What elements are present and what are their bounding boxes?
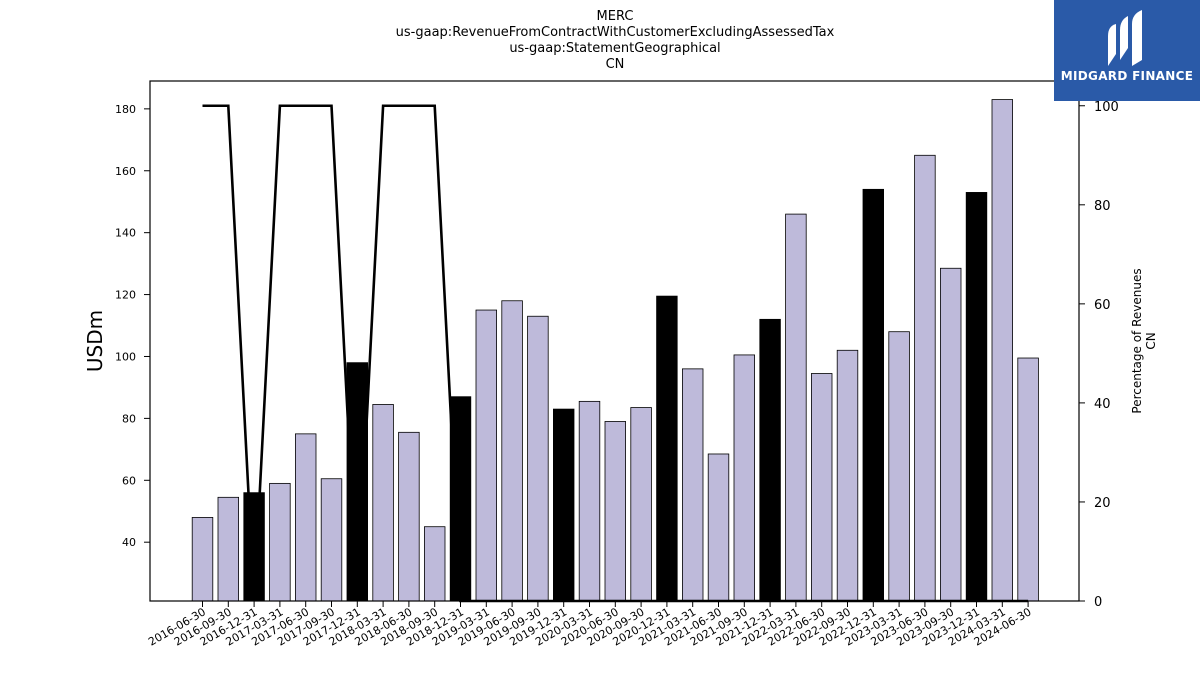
bar-2018-12-31 [449,396,472,602]
y-tick-label-160: 160 [115,165,136,178]
y-tick-label-60: 60 [122,474,136,487]
brand-logo-text: MIDGARD FINANCE [1060,69,1194,83]
bar-2017-03-31 [269,482,291,602]
y-tick-label-40: 40 [122,536,136,549]
y2-tick-label-40: 40 [1094,397,1111,412]
bar-2020-09-30 [630,407,652,602]
chart-title-line-2: us-gaap:RevenueFromContractWithCustomerE… [396,25,835,40]
y2-tick-label-20: 20 [1094,496,1111,511]
bar-2018-06-30 [398,431,420,602]
y2-tick-label-60: 60 [1094,298,1111,313]
plot-frame [149,80,1080,602]
x-axis: 2016-06-302016-09-302016-12-312017-03-31… [146,601,1034,649]
y-tick-label-120: 120 [115,289,136,302]
bar-2019-12-31 [553,408,575,602]
bar-2020-06-30 [604,421,627,602]
bar-2017-09-30 [320,478,343,602]
bar-2021-12-31 [759,318,781,602]
bar-2023-06-30 [914,154,936,602]
bar-2022-09-30 [836,349,859,602]
y-tick-label-100: 100 [115,350,136,363]
y2-axis-label-line-1: Percentage of Revenues [1130,268,1144,413]
bar-2016-09-30 [217,496,240,602]
brand-logo: MIDGARD FINANCE [1054,0,1200,101]
y2-tick-label-100: 100 [1094,100,1119,115]
bar-2019-03-31 [475,309,498,602]
bar-2018-09-30 [423,526,446,602]
bar-2019-09-30 [527,315,549,602]
bar-2016-06-30 [191,517,214,602]
y-tick-label-80: 80 [122,412,136,425]
chart-title-line-1: MERC [597,9,634,24]
y2-axis-label-line-2: CN [1144,332,1158,349]
bar-2018-03-31 [372,404,394,602]
bar-2023-03-31 [888,331,910,602]
bar-2021-03-31 [682,368,704,602]
bar-2020-12-31 [656,295,678,602]
bar-2024-06-30 [1017,357,1039,602]
y-tick-label-140: 140 [115,227,136,240]
bar-2022-03-31 [785,213,807,602]
bar-series [191,99,1039,602]
bar-2024-03-31 [991,99,1014,602]
y-axis-left: 40 60 80 100 120 140 160 180 [115,103,150,549]
bar-2019-06-30 [501,300,523,602]
chart-title-line-4: CN [606,57,625,72]
chart-title-line-3: us-gaap:StatementGeographical [509,41,720,56]
y-axis-label: USDm [83,310,107,372]
bar-2021-09-30 [733,354,756,602]
bar-2022-12-31 [862,188,885,602]
midgard-logo-icon [1108,10,1142,66]
bar-2022-06-30 [811,373,833,602]
y-tick-label-180: 180 [115,103,136,116]
chart-title: MERC us-gaap:RevenueFromContractWithCust… [396,9,835,72]
y-axis-right: 0 20 40 60 80 100 [1079,100,1119,610]
bar-2017-06-30 [294,433,317,602]
bar-2023-12-31 [965,192,988,602]
bar-2023-09-30 [940,267,962,602]
y2-tick-label-80: 80 [1094,199,1111,214]
y2-tick-label-0: 0 [1094,595,1102,610]
bar-2020-03-31 [578,400,601,602]
bar-2021-06-30 [707,453,730,602]
